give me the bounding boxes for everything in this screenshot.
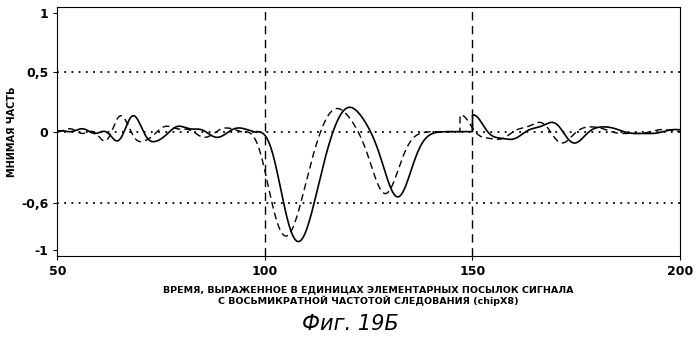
Text: Фиг. 19Б: Фиг. 19Б (302, 314, 398, 334)
X-axis label: ВРЕМЯ, ВЫРАЖЕННОЕ В ЕДИНИЦАХ ЭЛЕМЕНТАРНЫХ ПОСЫЛОК СИГНАЛА
С ВОСЬМИКРАТНОЙ ЧАСТОТ: ВРЕМЯ, ВЫРАЖЕННОЕ В ЕДИНИЦАХ ЭЛЕМЕНТАРНЫ… (163, 285, 574, 306)
Y-axis label: МНИМАЯ ЧАСТЬ: МНИМАЯ ЧАСТЬ (7, 86, 17, 177)
